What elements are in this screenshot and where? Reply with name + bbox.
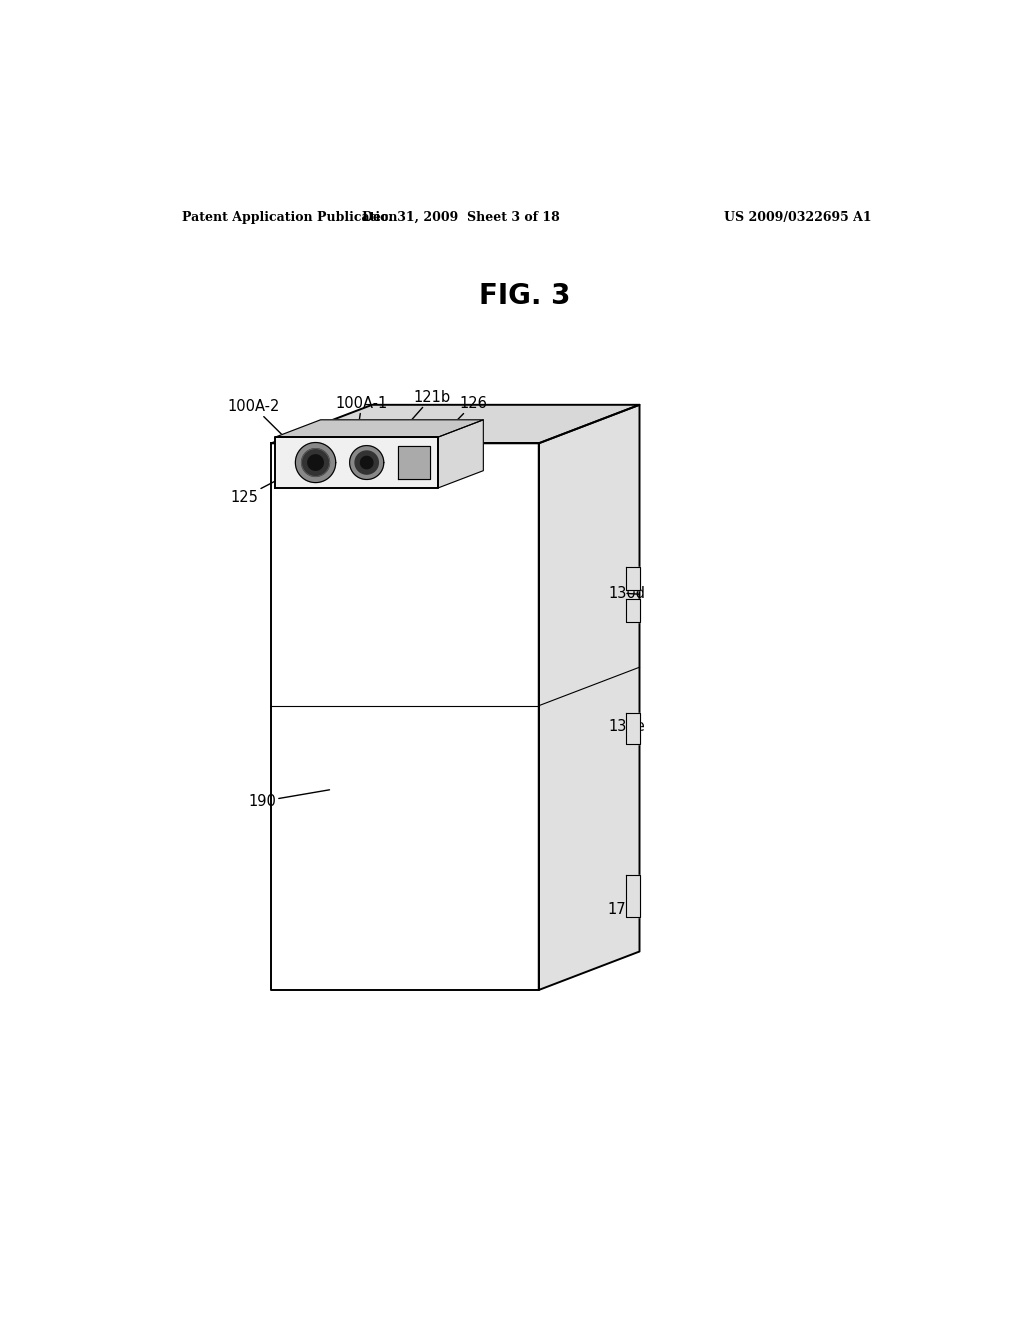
Polygon shape: [275, 420, 483, 437]
Polygon shape: [271, 444, 539, 990]
Polygon shape: [302, 449, 330, 477]
Text: Dec. 31, 2009  Sheet 3 of 18: Dec. 31, 2009 Sheet 3 of 18: [362, 211, 560, 224]
Polygon shape: [397, 446, 430, 479]
Text: 130d: 130d: [608, 586, 645, 601]
Polygon shape: [626, 599, 640, 622]
Polygon shape: [295, 442, 336, 483]
Text: FIG. 3: FIG. 3: [479, 281, 570, 310]
Polygon shape: [355, 451, 378, 474]
Text: 100A-2: 100A-2: [227, 399, 299, 451]
Text: 126: 126: [445, 396, 487, 432]
Polygon shape: [349, 446, 384, 479]
Polygon shape: [275, 437, 438, 488]
Polygon shape: [626, 566, 640, 590]
Text: Patent Application Publication: Patent Application Publication: [182, 211, 397, 224]
Text: 130e: 130e: [608, 719, 645, 734]
Polygon shape: [626, 874, 640, 917]
Text: 121b: 121b: [403, 389, 451, 429]
Polygon shape: [438, 420, 483, 488]
Text: 190: 190: [248, 789, 330, 809]
Polygon shape: [271, 405, 640, 444]
Text: 100A-1: 100A-1: [336, 396, 388, 438]
Polygon shape: [360, 457, 373, 469]
Text: 125: 125: [230, 480, 276, 504]
Polygon shape: [539, 405, 640, 990]
Text: 170: 170: [607, 895, 640, 916]
Polygon shape: [308, 455, 324, 470]
Text: US 2009/0322695 A1: US 2009/0322695 A1: [724, 211, 872, 224]
Polygon shape: [626, 713, 640, 743]
